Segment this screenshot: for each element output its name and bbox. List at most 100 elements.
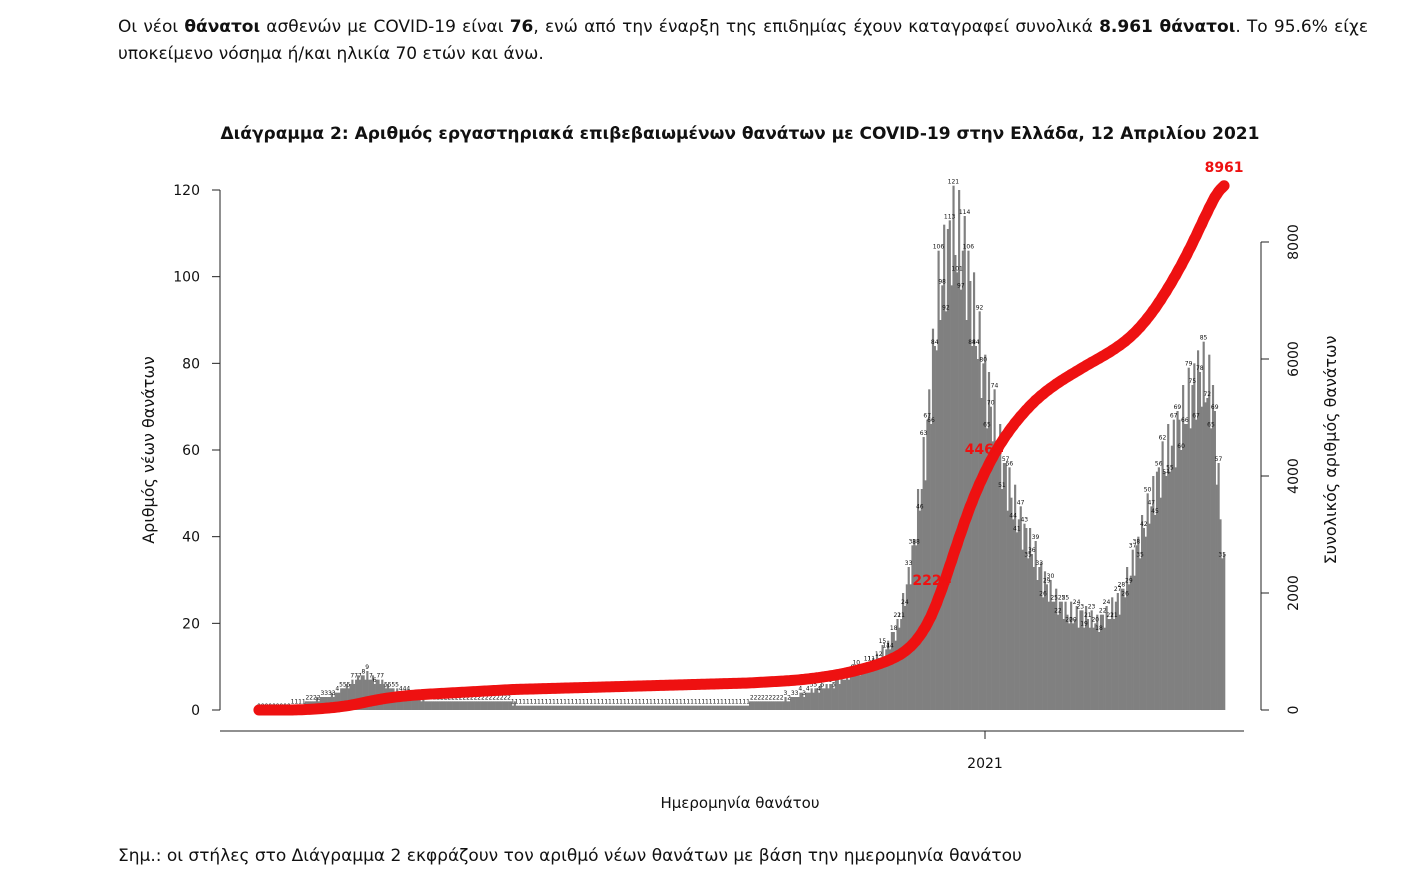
bar [849, 671, 852, 710]
bar-value-label: 38 [908, 538, 916, 545]
bar [939, 320, 942, 710]
bar [1012, 519, 1015, 710]
bar-value-label: 1 [619, 699, 623, 706]
bar [1070, 601, 1073, 710]
bar [427, 701, 431, 710]
bar [491, 701, 494, 710]
bar [937, 250, 940, 711]
bar-value-label: 2 [317, 694, 321, 701]
bar-value-label: 5 [813, 681, 817, 688]
bar [371, 675, 375, 710]
bar [1000, 489, 1004, 710]
y-tick-label: 0 [191, 703, 200, 719]
bar-value-label: 2 [481, 694, 485, 701]
y2-tick-label: 4000 [1286, 458, 1302, 494]
bar [847, 679, 851, 710]
bar-value-label: 57 [1215, 456, 1223, 463]
bar-value-label: 1 [690, 699, 694, 706]
bar [582, 705, 585, 710]
bar-value-label: 1 [679, 699, 683, 706]
bar [719, 705, 722, 710]
bar [541, 705, 544, 710]
bar [575, 705, 578, 710]
bar [567, 705, 571, 710]
bar-value-label: 38 [1133, 538, 1141, 545]
bar [620, 705, 623, 710]
bar-value-label: 1 [593, 699, 597, 706]
bar [1152, 476, 1155, 710]
bar [495, 701, 498, 710]
bar [358, 679, 361, 710]
bar-value-label: 35 [1136, 551, 1144, 558]
bar [1008, 467, 1011, 710]
bar [943, 224, 946, 711]
bar-value-label: 37 [1129, 543, 1137, 550]
bar [819, 684, 823, 710]
bar [1084, 606, 1088, 710]
x-axis-label: Ημερομηνία θανάτου [660, 794, 819, 812]
bar-value-label: 1 [698, 699, 702, 706]
bar-value-label: 1 [541, 699, 545, 706]
bar-value-label: 5 [391, 681, 395, 688]
bar-value-label: 80 [979, 356, 987, 363]
bar-value-label: 7 [358, 673, 362, 680]
bar [1066, 614, 1069, 710]
bar [459, 701, 462, 710]
bar [1056, 614, 1060, 710]
bar [793, 697, 796, 710]
bar [1137, 536, 1140, 710]
bar-value-label: 1 [705, 699, 709, 706]
bar [993, 389, 996, 710]
bar [765, 701, 768, 710]
bar-value-label: 21 [1110, 612, 1118, 619]
bar-value-label: 38 [912, 538, 920, 545]
bar [1210, 428, 1213, 710]
bar [976, 359, 979, 710]
bar [467, 701, 470, 710]
bar [1124, 597, 1127, 710]
bar [816, 688, 819, 710]
bar [362, 675, 365, 710]
bar [452, 701, 455, 710]
bar [877, 658, 880, 710]
bar-value-label: 1 [694, 699, 698, 706]
bar [1055, 588, 1058, 710]
bar [592, 705, 595, 710]
bar-value-label: 1 [630, 699, 634, 706]
bar-value-label: 3 [332, 690, 336, 697]
bar [700, 705, 703, 710]
bar [1191, 385, 1194, 710]
bar [692, 705, 696, 710]
bar [1043, 571, 1047, 710]
bar [356, 675, 360, 710]
bar-value-label: 26 [1121, 590, 1129, 597]
bar [455, 701, 459, 710]
bar-value-label: 24 [1103, 599, 1111, 606]
bar-value-label: 65 [983, 421, 991, 428]
bar-value-label: 60 [1177, 443, 1185, 450]
bar-value-label: 19 [1080, 621, 1088, 628]
bar-value-label: 1 [537, 699, 541, 706]
bar-value-label: 1 [522, 699, 526, 706]
bar [1204, 402, 1207, 710]
bar [622, 705, 625, 710]
bar-value-label: 1 [642, 699, 646, 706]
bar [944, 311, 948, 710]
bar [330, 692, 333, 710]
bar [552, 705, 556, 710]
bar [803, 697, 806, 710]
bar [472, 701, 475, 710]
bar [1021, 549, 1024, 710]
bar-value-label: 4 [817, 686, 821, 693]
bar [1155, 471, 1159, 710]
bar [1040, 562, 1043, 710]
bar [842, 679, 845, 710]
bar [875, 653, 879, 710]
bar [1014, 484, 1017, 710]
bar-value-label: 2 [462, 694, 466, 701]
bar [431, 701, 434, 710]
bar-value-label: 1 [746, 699, 750, 706]
bar-value-label: 1 [567, 699, 571, 706]
bar-value-label: 12 [875, 651, 883, 658]
